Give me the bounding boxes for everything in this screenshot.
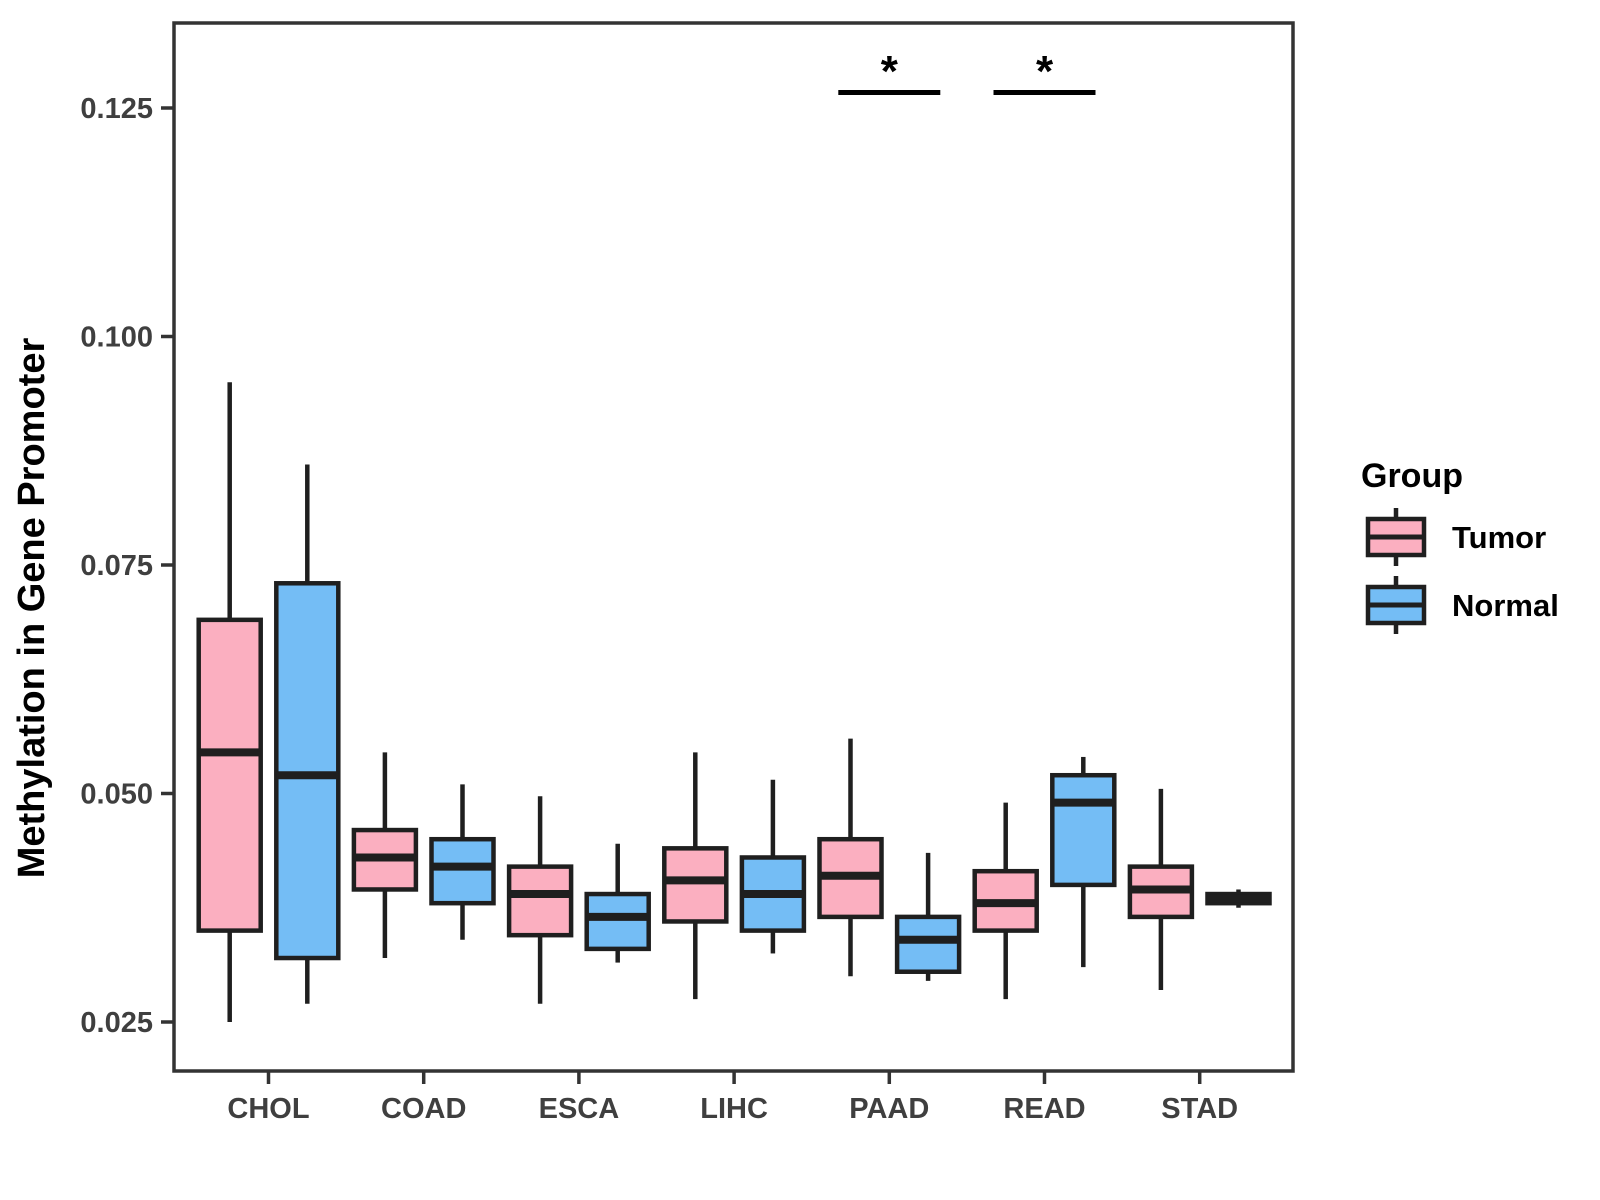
x-tick-label-read: READ xyxy=(1003,1093,1085,1125)
legend-key-normal: Normal xyxy=(1365,576,1559,634)
x-tick-label-paad: PAAD xyxy=(849,1093,929,1125)
tumor-boxplot-glyph-icon xyxy=(1365,508,1427,566)
box-normal-coad xyxy=(429,836,496,906)
y-axis-ticks: 0.125 0.100 0.075 0.050 0.025 xyxy=(80,93,174,1039)
significance-annotations: * * xyxy=(838,47,1096,96)
y-tick-label: 0.075 xyxy=(80,550,153,582)
box-normal-esca xyxy=(584,891,651,952)
legend-key-tumor: Tumor xyxy=(1365,508,1546,566)
significance-star-read: * xyxy=(1036,47,1054,96)
legend-label-normal: Normal xyxy=(1452,588,1559,623)
box-normal-paad xyxy=(894,914,962,974)
y-tick-label: 0.025 xyxy=(80,1007,153,1039)
box-normal-read xyxy=(1050,772,1117,888)
box-tumor-lihc xyxy=(662,846,729,924)
box-tumor-chol xyxy=(196,617,263,933)
plot-panel-border xyxy=(172,21,1295,1073)
box-normal-chol xyxy=(274,581,341,961)
x-tick-label-esca: ESCA xyxy=(539,1093,620,1125)
legend: Group Tumor Normal xyxy=(1361,457,1559,634)
x-tick-label-lihc: LIHC xyxy=(700,1093,768,1125)
y-axis-title: Methylation in Gene Promoter xyxy=(11,338,53,879)
plot-panel-background xyxy=(174,23,1293,1071)
normal-boxplot-glyph-icon xyxy=(1365,576,1427,634)
boxplot-series xyxy=(196,382,1272,1022)
y-tick-label: 0.100 xyxy=(80,322,153,354)
legend-title: Group xyxy=(1361,457,1463,495)
legend-label-tumor: Tumor xyxy=(1452,520,1546,555)
significance-star-paad: * xyxy=(881,47,899,96)
x-tick-label-stad: STAD xyxy=(1161,1093,1238,1125)
x-tick-label-coad: COAD xyxy=(381,1093,466,1125)
y-tick-label: 0.050 xyxy=(80,779,153,811)
x-axis-ticks: CHOL COAD ESCA LIHC PAAD READ STAD xyxy=(227,1071,1238,1125)
x-tick-label-chol: CHOL xyxy=(227,1093,309,1125)
box-tumor-esca xyxy=(506,864,574,938)
y-tick-label: 0.125 xyxy=(80,93,153,125)
